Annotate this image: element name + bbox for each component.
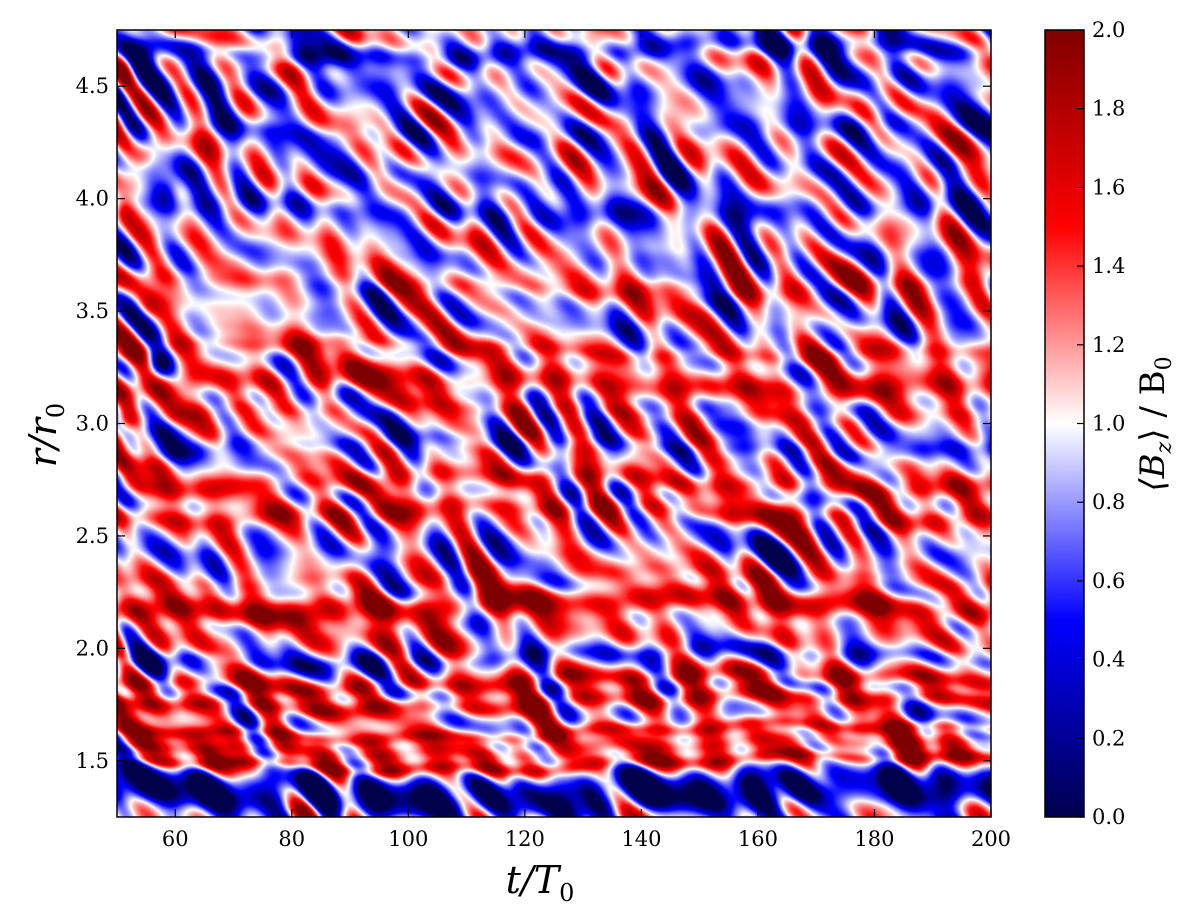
colorbar-label: ⟨Bz⟩ / B0 [1133, 356, 1177, 491]
x-tick-label: 60 [162, 827, 189, 851]
colorbar-axis: 0.0 0.2 0.4 0.6 0.8 1.0 1.2 1.4 1.6 1.8 2.0 [1077, 18, 1125, 829]
y-tick-label: 3.5 [76, 299, 109, 323]
colorbar-tick-label: 1.0 [1092, 412, 1125, 436]
y-tick-label: 4.5 [76, 74, 109, 98]
x-tick-label: 120 [505, 827, 545, 851]
colorbar-tick-label: 0.4 [1092, 648, 1125, 672]
y-tick-label: 2.0 [76, 636, 109, 660]
colorbar-tick-label: 1.8 [1092, 97, 1125, 121]
y-tick-label: 1.5 [76, 749, 109, 773]
colorbar-tick-label: 1.6 [1092, 175, 1125, 199]
y-tick-label: 2.5 [76, 524, 109, 548]
x-tick-label: 200 [971, 827, 1011, 851]
y-tick-label: 3.0 [76, 412, 109, 436]
colorbar-tick-label: 0.0 [1092, 805, 1125, 829]
x-tick-label: 100 [388, 827, 428, 851]
x-tick-label: 160 [738, 827, 778, 851]
colorbar-tick-label: 0.8 [1092, 490, 1125, 514]
colorbar-tick-label: 0.2 [1092, 726, 1125, 750]
x-axis: 60 80 100 120 140 160 180 200 [162, 30, 1011, 851]
x-tick-label: 80 [278, 827, 305, 851]
x-tick-label: 140 [621, 827, 661, 851]
y-axis: 1.5 2.0 2.5 3.0 3.5 4.0 4.5 [76, 74, 991, 773]
colorbar-tick-label: 1.2 [1092, 333, 1125, 357]
colorbar-tick-label: 1.4 [1092, 254, 1125, 278]
x-tick-label: 180 [854, 827, 894, 851]
y-axis-label: r/r0 [21, 403, 70, 467]
y-tick-label: 4.0 [76, 187, 109, 211]
heatmap-area [117, 30, 991, 817]
colorbar-tick-label: 0.6 [1092, 569, 1125, 593]
colorbar-tick-label: 2.0 [1092, 18, 1125, 42]
x-axis-label: t/T0 [506, 858, 575, 907]
